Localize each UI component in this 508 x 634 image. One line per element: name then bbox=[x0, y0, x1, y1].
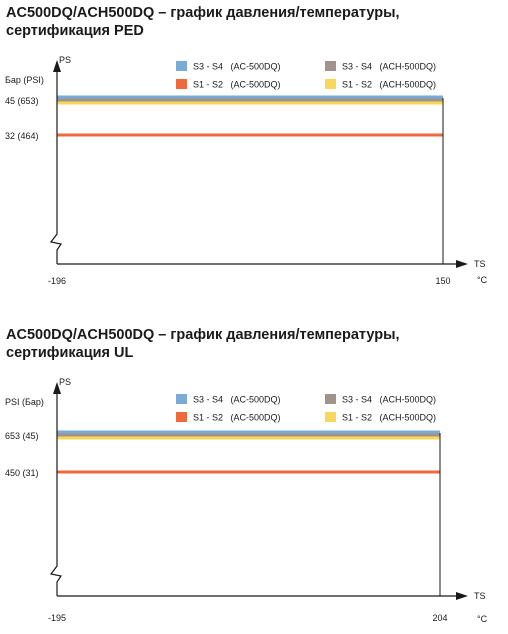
ped-legend-label-3: S1 - S2 (ACH-500DQ) bbox=[342, 80, 436, 90]
ul-chart-title-line-1: AC500DQ/ACH500DQ – график давления/темпе… bbox=[6, 327, 400, 343]
ul-legend-swatch-3 bbox=[325, 412, 336, 422]
ped-x-axis-units: °C bbox=[477, 275, 488, 285]
ped-legend-label-0: S3 - S4 (AC-500DQ) bbox=[193, 62, 281, 72]
ped-y-axis bbox=[49, 68, 62, 264]
ul-legend-label-3: S1 - S2 (ACH-500DQ) bbox=[342, 413, 436, 423]
ped-y-axis-label: PS bbox=[59, 55, 71, 65]
ped-chart-title: AC500DQ/ACH500DQ – график давления/темпе… bbox=[6, 4, 400, 40]
ped-x-axis-label: TS bbox=[474, 259, 486, 269]
ped-y-tick-label-high: 45 (653) bbox=[5, 96, 39, 106]
ul-legend-swatch-0 bbox=[176, 394, 187, 404]
ul-legend-label-2: S1 - S2 (AC-500DQ) bbox=[193, 413, 281, 423]
ped-chart-title-line-2: сертификация PED bbox=[6, 23, 144, 39]
ul-x-axis-units: °C bbox=[477, 614, 488, 624]
ul-legend-label-0: S3 - S4 (AC-500DQ) bbox=[193, 395, 281, 405]
ul-x-tick-label-max: 204 bbox=[432, 613, 447, 623]
ped-legend-swatch-1 bbox=[325, 61, 336, 71]
ul-x-axis-arrow bbox=[456, 592, 468, 600]
ul-x-axis-label: TS bbox=[474, 591, 486, 601]
ped-y-tick-label-low: 32 (464) bbox=[5, 131, 39, 141]
ul-pressure-temperature-chart: PS PSI (Бар) TS °C 653 (45) 450 (31) -195 204 S3… bbox=[5, 377, 488, 624]
ped-legend-label-2: S1 - S2 (AC-500DQ) bbox=[193, 80, 281, 90]
ul-y-tick-label-low: 450 (31) bbox=[5, 468, 39, 478]
ul-y-axis bbox=[49, 390, 62, 596]
ped-y-axis-arrow bbox=[53, 60, 61, 72]
ped-x-axis-arrow bbox=[456, 260, 468, 268]
ul-x-tick-label-min: -195 bbox=[48, 613, 66, 623]
ul-y-axis-label: PS bbox=[59, 377, 71, 387]
ped-y-axis-units: Бар (PSI) bbox=[5, 75, 44, 85]
ped-legend-swatch-2 bbox=[176, 79, 187, 89]
ul-legend-swatch-1 bbox=[325, 394, 336, 404]
ped-legend-swatch-0 bbox=[176, 61, 187, 71]
ped-legend-swatch-3 bbox=[325, 79, 336, 89]
ul-legend-swatch-2 bbox=[176, 412, 187, 422]
ul-legend-label-1: S3 - S4 (ACH-500DQ) bbox=[342, 395, 436, 405]
ul-chart-title-line-2: сертификация UL bbox=[6, 345, 134, 361]
ped-chart-title-line-1: AC500DQ/ACH500DQ – график давления/темпе… bbox=[6, 5, 400, 21]
ul-y-tick-label-high: 653 (45) bbox=[5, 431, 39, 441]
ped-legend-label-1: S3 - S4 (ACH-500DQ) bbox=[342, 62, 436, 72]
ped-x-tick-label-min: -196 bbox=[48, 276, 66, 286]
ul-y-axis-units: PSI (Бар) bbox=[5, 397, 44, 407]
ul-chart-title: AC500DQ/ACH500DQ – график давления/темпе… bbox=[6, 326, 400, 362]
ul-y-axis-arrow bbox=[53, 382, 61, 394]
ped-pressure-temperature-chart: PS Бар (PSI) TS °C 45 (653) 32 (464) -196 150 S3… bbox=[5, 55, 488, 286]
ped-x-tick-label-max: 150 bbox=[435, 276, 450, 286]
